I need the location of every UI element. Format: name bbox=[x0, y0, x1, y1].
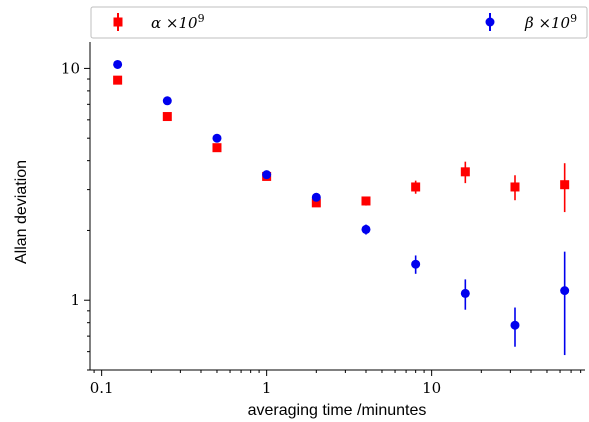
legend: α ×109 β ×109 bbox=[90, 6, 588, 39]
alpha-point bbox=[311, 198, 321, 208]
y-axis-title: Allan deviation bbox=[13, 160, 30, 264]
legend-alpha-marker bbox=[113, 17, 123, 27]
legend-beta-label: β ×109 bbox=[524, 12, 577, 32]
alpha-point bbox=[113, 75, 123, 85]
legend-entry-beta: β ×109 bbox=[485, 12, 577, 32]
beta-point bbox=[560, 286, 570, 296]
x-tick-label: 1 bbox=[262, 379, 272, 397]
errorbars bbox=[365, 161, 566, 356]
beta-point bbox=[411, 259, 421, 269]
beta-point bbox=[162, 96, 172, 106]
alpha-point bbox=[460, 167, 470, 177]
alpha-point bbox=[411, 182, 421, 192]
x-tick-label: 0.1 bbox=[90, 379, 114, 397]
beta-point bbox=[113, 59, 123, 69]
beta-point bbox=[361, 224, 371, 234]
alpha-point bbox=[560, 180, 570, 190]
beta-point bbox=[262, 170, 272, 180]
beta-point bbox=[212, 133, 222, 143]
legend-frame bbox=[90, 6, 588, 39]
alpha-point bbox=[212, 143, 222, 153]
y-tick-label: 1 bbox=[70, 291, 80, 309]
x-axis-title: averaging time /minuntes bbox=[248, 402, 427, 419]
markers bbox=[113, 59, 570, 330]
alpha-point bbox=[361, 196, 371, 206]
beta-point bbox=[510, 320, 520, 330]
legend-entry-alpha: α ×109 bbox=[113, 12, 205, 32]
ticks: 0.1 1 10 1 10 bbox=[61, 59, 582, 397]
x-tick-label: 10 bbox=[422, 379, 441, 397]
alpha-point bbox=[510, 182, 520, 192]
legend-beta-marker bbox=[485, 17, 495, 27]
beta-point bbox=[311, 192, 321, 202]
y-tick-label: 10 bbox=[61, 59, 80, 77]
alpha-point bbox=[162, 112, 172, 122]
plot-area bbox=[89, 42, 585, 371]
legend-alpha-label: α ×109 bbox=[151, 12, 205, 32]
beta-point bbox=[460, 288, 470, 298]
